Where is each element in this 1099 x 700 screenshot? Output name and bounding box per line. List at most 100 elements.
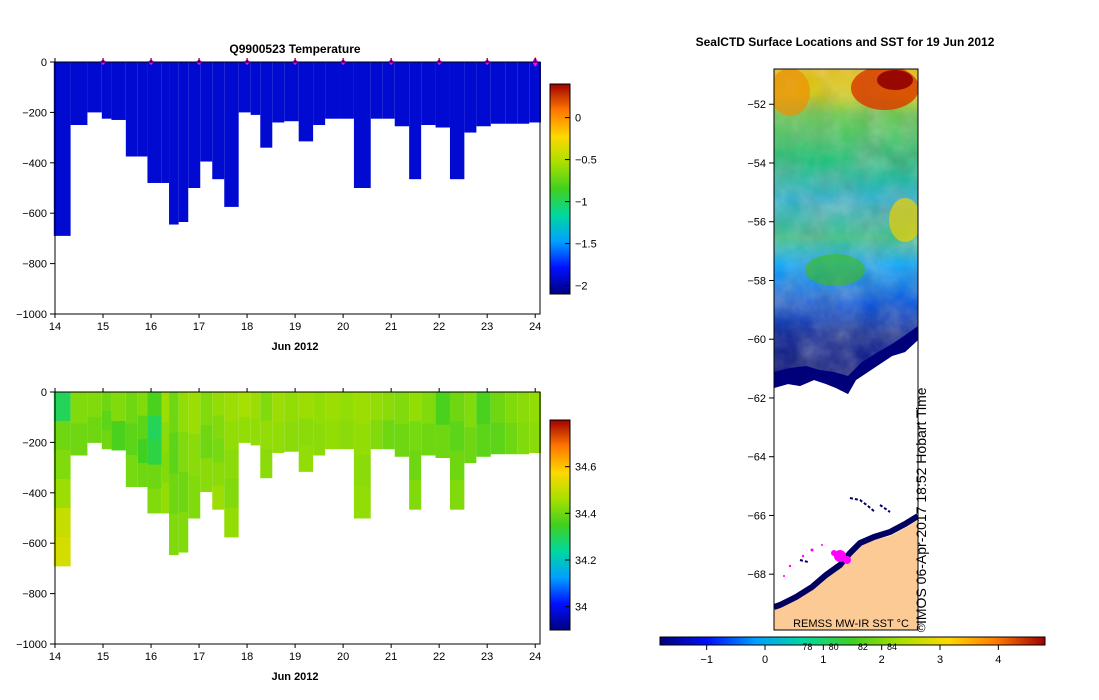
temperature-profile-cell: [409, 62, 422, 180]
salinity-profile-cell: [382, 392, 395, 421]
sst-colorbar-ticks: −1 0 1 2 3 4 78 80 82 84: [700, 642, 1001, 666]
x-tick-label: 22: [433, 651, 445, 663]
y-tick-label: −200: [22, 437, 47, 449]
temperature-profile-cell: [325, 62, 340, 119]
salinity-profile-cell: [409, 479, 422, 510]
salinity-profile-cell: [339, 392, 354, 421]
sst-colorbar-tick-label: 1: [820, 654, 826, 666]
salinity-profile-cell: [476, 392, 491, 425]
seal-location-point: [788, 564, 792, 568]
sst-colorbar-tick-label: −1: [700, 654, 713, 666]
temperature-profile-cell: [238, 62, 251, 113]
salinity-profile-cell: [147, 440, 162, 466]
salinity-profile-cell: [435, 392, 450, 426]
colorbar-tick-label: 34.2: [575, 555, 596, 567]
seal-location-point: [843, 556, 851, 564]
x-tick-label: 17: [193, 651, 205, 663]
salinity-profile-cell: [529, 422, 541, 453]
temperature-xlabel: Jun 2012: [271, 341, 318, 353]
salinity-profile-cell: [260, 449, 273, 479]
salinity-profile-cell: [353, 455, 371, 487]
temperature-colorbar: [549, 83, 571, 295]
seal-location-point: [810, 548, 814, 552]
salinity-profile-cell: [169, 513, 179, 556]
x-tick-label: 20: [337, 651, 349, 663]
salinity-profile-cell: [449, 392, 465, 422]
sst-colorbar: [659, 636, 1046, 646]
colorbar-tick-label: 34: [575, 602, 587, 614]
map-credit: IMOS 06-Apr-2017 18:52 Hobart Time: [913, 387, 929, 624]
salinity-profile-cell: [212, 438, 225, 463]
temperature-profile-cell: [147, 62, 162, 183]
salinity-profile-cell: [464, 392, 477, 428]
salinity-profile-cell: [250, 418, 261, 446]
temperature-profile-cell: [70, 62, 88, 125]
lat-tick-label: −56: [747, 217, 766, 229]
temperature-profile-cell: [272, 62, 285, 123]
salinity-profile-cell: [238, 417, 251, 443]
salinity-profile-cell: [490, 422, 506, 455]
salinity-profile-cell: [435, 424, 450, 459]
salinity-profile-cell: [325, 420, 340, 450]
x-tick-label: 23: [481, 651, 493, 663]
salinity-profile-cell: [325, 392, 340, 421]
sea-ice-edge-fragments: [799, 497, 891, 563]
y-tick-label: −1000: [16, 639, 47, 651]
lat-tick-label: −60: [747, 334, 766, 346]
salinity-profile-cell: [272, 422, 285, 453]
salinity-profile-cell: [449, 421, 465, 452]
y-tick-label: −400: [22, 488, 47, 500]
antarctic-land: [774, 520, 918, 630]
colorbar-tick-label: 0: [575, 113, 581, 125]
temperature-profile-cell: [188, 62, 201, 188]
sst-colorbar-tick-label: 4: [995, 654, 1001, 666]
map-frame: [773, 68, 919, 631]
temperature-profile-cell: [464, 62, 477, 133]
ice-margin-water: [774, 326, 918, 394]
temperature-profile-cell: [394, 62, 410, 127]
sst-colorbar-secondary-label: 82: [858, 642, 868, 652]
map-title: SealCTD Surface Locations and SST for 19…: [696, 35, 995, 49]
salinity-profile-cell: [125, 423, 138, 456]
x-tick-label: 24: [529, 321, 541, 333]
salinity-profile-cell: [161, 392, 170, 423]
x-tick-label: 14: [49, 651, 61, 663]
salinity-profile-cell: [250, 392, 261, 419]
copyright-symbol: ©: [917, 621, 926, 635]
salinity-profile-cell: [505, 422, 518, 455]
salinity-profile-cell: [313, 392, 326, 424]
salinity-profile-cell: [260, 392, 273, 422]
x-tick-label: 19: [289, 651, 301, 663]
salinity-profile-cell: [161, 482, 170, 514]
temperature-heatmap: [53, 62, 541, 236]
salinity-profile-cell: [212, 392, 225, 416]
salinity-profile-cell: [137, 462, 148, 487]
sst-map: [774, 69, 918, 630]
colorbar-tick-label: 34.4: [575, 508, 596, 520]
temperature-profile-cell: [449, 62, 465, 180]
temperature-plot-frame: [54, 61, 541, 315]
x-tick-label: 22: [433, 321, 445, 333]
salinity-profile-cell: [200, 425, 213, 459]
sst-colorbar-secondary-label: 84: [887, 642, 897, 652]
colorbar-tick-label: 34.6: [575, 462, 596, 474]
temperature-profile-cell: [353, 62, 371, 188]
salinity-profile-cell: [200, 458, 213, 493]
lat-tick-label: −66: [747, 510, 766, 522]
salinity-profile-cell: [517, 422, 530, 455]
salinity-profile-cell: [298, 418, 314, 446]
sst-texture: [774, 69, 918, 394]
salinity-profile-cell: [53, 536, 71, 567]
salinity-profile-cell: [53, 420, 71, 451]
salinity-profile-cell: [178, 472, 189, 513]
salinity-plot-frame: [54, 391, 541, 645]
temperature-title: Q9900523 Temperature: [229, 42, 361, 56]
salinity-profile-cell: [409, 450, 422, 481]
y-tick-label: 0: [41, 387, 47, 399]
sst-colorbar-tick-label: 2: [879, 654, 885, 666]
salinity-profile-cell: [161, 452, 170, 484]
temperature-profile-cell: [435, 62, 450, 128]
x-tick-label: 14: [49, 321, 61, 333]
y-tick-label: 0: [41, 57, 47, 69]
salinity-profile-cell: [353, 423, 371, 456]
